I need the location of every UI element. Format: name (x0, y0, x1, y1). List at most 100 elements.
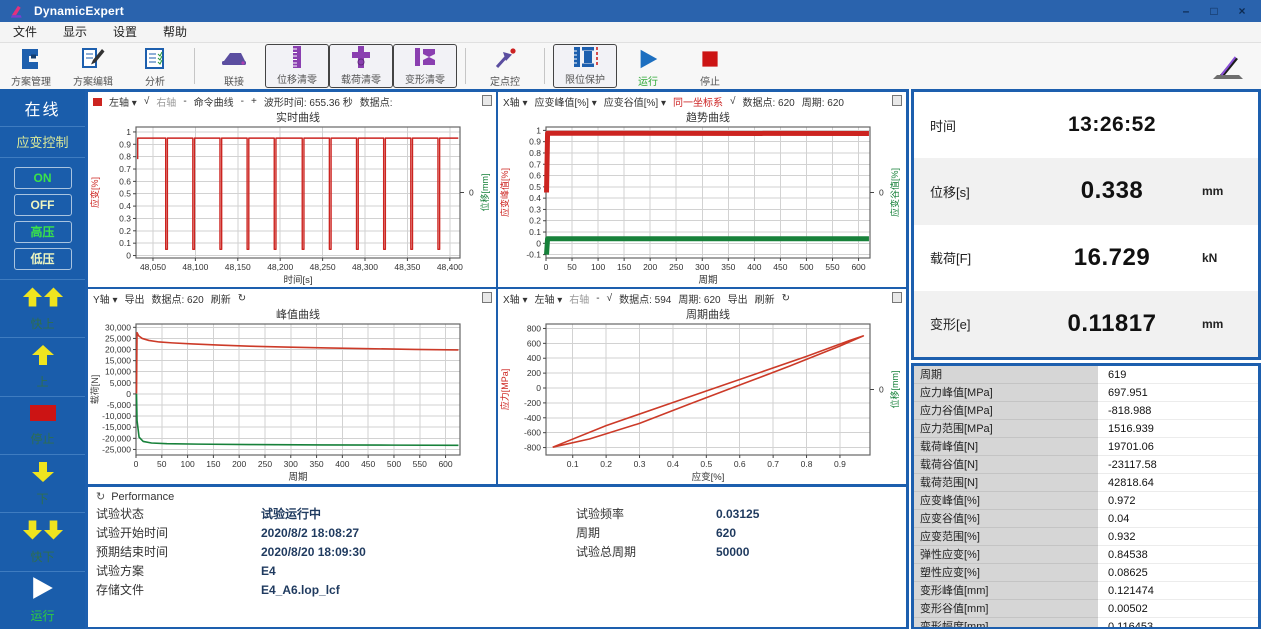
performance-value: 2020/8/2 18:08:27 (261, 526, 360, 540)
jog-button-stop-square[interactable]: 停止 (0, 397, 85, 455)
table-row: 载荷范围[N] 42818.64 (914, 474, 1258, 492)
svg-text:位移[mm]: 位移[mm] (479, 174, 490, 212)
svg-text:0.4: 0.4 (529, 193, 541, 203)
run-icon (636, 45, 660, 72)
toolbar-button-scheme-manage[interactable]: 方案管理 (0, 43, 62, 89)
jog-button-up2[interactable]: 快上 (0, 280, 85, 339)
chart-header-control[interactable]: 右轴 (569, 295, 590, 306)
chart-header-control[interactable]: √ (143, 96, 150, 107)
chart-header-control[interactable]: √ (729, 96, 736, 107)
minimize-button[interactable]: – (1182, 4, 1190, 18)
stat-value: 0.116453 (1098, 618, 1258, 627)
toolbar-separator (465, 48, 466, 84)
chart-header-control[interactable]: X轴 ▾ (503, 295, 528, 306)
jog-button-up[interactable]: 上 (0, 338, 85, 397)
performance-right-column: 试验频率 0.03125 周期 620 试验总周期 50000 (576, 505, 759, 600)
chart-grid: 左轴 ▾ √ 右轴 - 命令曲线 - + 波形时间: 655.36 秒数据点: 实时曲线 48,0… (88, 92, 906, 484)
svg-text:0.5: 0.5 (700, 459, 712, 469)
toolbar-button-disp-zero[interactable]: 位移清零 (265, 44, 329, 88)
down-icon (30, 461, 56, 488)
svg-text:1: 1 (126, 127, 131, 137)
menu-item-0[interactable]: 文件 (13, 25, 38, 39)
menu-item-3[interactable]: 帮助 (163, 25, 188, 39)
titlebar: DynamicExpert – □ × (0, 0, 1261, 22)
toolbar-button-analysis[interactable]: 分析 (124, 43, 186, 89)
performance-row: 存储文件 E4_A6.lop_lcf (96, 581, 576, 600)
chart-header-control[interactable]: 左轴 ▾ (109, 98, 137, 109)
panel-pin-icon[interactable] (892, 95, 902, 106)
menu-item-2[interactable]: 设置 (113, 25, 138, 39)
connect-icon (219, 45, 249, 72)
toolbar-button-label: 停止 (700, 77, 720, 88)
panel-pin-icon[interactable] (892, 292, 902, 303)
performance-value: 0.03125 (716, 507, 760, 521)
svg-text:250: 250 (258, 459, 272, 469)
app-title: DynamicExpert (34, 4, 124, 18)
readout-row: 变形[e] 0.11817 mm (914, 290, 1258, 357)
toolbar-button-stop[interactable]: 停止 (679, 43, 741, 89)
stat-value: 19701.06 (1098, 438, 1258, 456)
toolbar-button-label: 变形清零 (405, 75, 445, 86)
chart-header-control[interactable]: √ (606, 293, 613, 304)
jog-button-down[interactable]: 下 (0, 455, 85, 514)
svg-text:0: 0 (879, 385, 884, 395)
chart-header-control[interactable]: Y轴 ▾ (93, 295, 118, 306)
menu-item-1[interactable]: 显示 (63, 25, 88, 39)
performance-key: 试验开始时间 (96, 526, 169, 540)
chart-header-control[interactable]: X轴 ▾ (503, 98, 528, 109)
performance-value: 试验运行中 (261, 507, 322, 521)
chart-header-control[interactable]: 同一坐标系 (672, 98, 723, 109)
chart-header-control[interactable]: 右轴 (156, 98, 177, 109)
sidebar-button-低压[interactable]: 低压 (13, 248, 72, 270)
chart-header-control[interactable]: 命令曲线 (193, 98, 234, 109)
chart-header-control[interactable]: 左轴 ▾ (534, 295, 563, 306)
toolbar-button-run[interactable]: 运行 (617, 43, 679, 89)
chart-header-control[interactable]: 导出 (124, 295, 145, 306)
brand-logo-icon (1209, 51, 1247, 86)
play-icon (30, 576, 56, 605)
chart-header-control: 周期: 620 (801, 98, 844, 109)
chart-header-control[interactable]: 刷新 (754, 295, 775, 306)
app-logo-icon (6, 4, 26, 19)
svg-text:48,350: 48,350 (394, 262, 420, 272)
toolbar-button-load-zero[interactable]: 载荷清零 (329, 44, 393, 88)
jog-button-play[interactable]: 运行 (0, 572, 85, 629)
chart-header-control[interactable]: + (251, 96, 257, 107)
svg-text:1: 1 (536, 125, 541, 135)
sidebar-button-on[interactable]: ON (13, 167, 72, 189)
readout-row: 时间 13:26:52 (914, 92, 1258, 158)
chart-header-control[interactable]: 应变谷值[%] ▾ (603, 98, 666, 109)
sidebar-button-高压[interactable]: 高压 (13, 221, 72, 243)
chart-header-control[interactable]: 刷新 (210, 295, 231, 306)
panel-pin-icon[interactable] (482, 95, 492, 106)
chart-header-control[interactable]: ↻ (781, 293, 791, 304)
chart-header-control: 数据点: 594 (619, 295, 672, 306)
chart-header-control: 波形时间: 655.36 秒 (263, 98, 353, 109)
sidebar-button-off[interactable]: OFF (13, 194, 72, 216)
panel-pin-icon[interactable] (482, 292, 492, 303)
jog-button-down2[interactable]: 快下 (0, 513, 85, 572)
jog-label: 下 (36, 491, 49, 506)
maximize-button[interactable]: □ (1210, 4, 1218, 18)
toolbar-button-label: 限位保护 (565, 75, 605, 86)
toolbar-button-deform-zero[interactable]: 变形清零 (393, 44, 457, 88)
svg-text:200: 200 (527, 368, 541, 378)
chart-header-control[interactable]: 应变峰值[%] ▾ (534, 98, 597, 109)
svg-text:-600: -600 (524, 428, 541, 438)
svg-text:0: 0 (134, 459, 139, 469)
svg-text:500: 500 (799, 262, 813, 272)
toolbar-button-label: 运行 (638, 77, 658, 88)
toolbar-button-fixed-point[interactable]: 定点控 (474, 43, 536, 89)
chart-header-control[interactable]: ↻ (237, 293, 247, 304)
stat-value: 0.84538 (1098, 546, 1258, 564)
svg-text:350: 350 (309, 459, 323, 469)
toolbar-button-scheme-edit[interactable]: 方案编辑 (62, 43, 124, 89)
chart-header-control[interactable]: 导出 (727, 295, 748, 306)
refresh-icon[interactable]: ↻ (96, 491, 106, 503)
toolbar-button-limit-protect[interactable]: 限位保护 (553, 44, 617, 88)
close-button[interactable]: × (1238, 4, 1246, 18)
svg-text:0.4: 0.4 (667, 459, 679, 469)
svg-text:应变[%]: 应变[%] (89, 177, 100, 208)
toolbar-button-connect[interactable]: 联接 (203, 43, 265, 89)
